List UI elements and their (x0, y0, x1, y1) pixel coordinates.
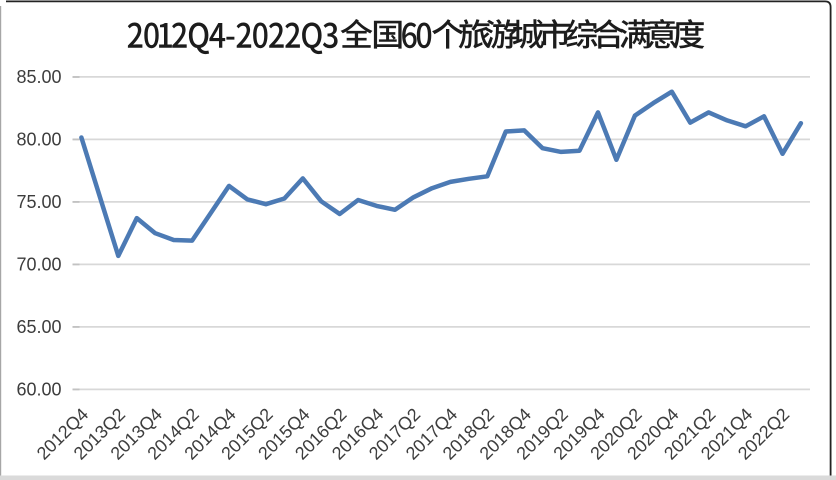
svg-text:60.00: 60.00 (16, 380, 61, 400)
svg-text:70.00: 70.00 (16, 255, 61, 275)
svg-text:80.00: 80.00 (16, 130, 61, 150)
svg-text:85.00: 85.00 (16, 67, 61, 87)
svg-text:65.00: 65.00 (16, 317, 61, 337)
svg-text:75.00: 75.00 (16, 192, 61, 212)
